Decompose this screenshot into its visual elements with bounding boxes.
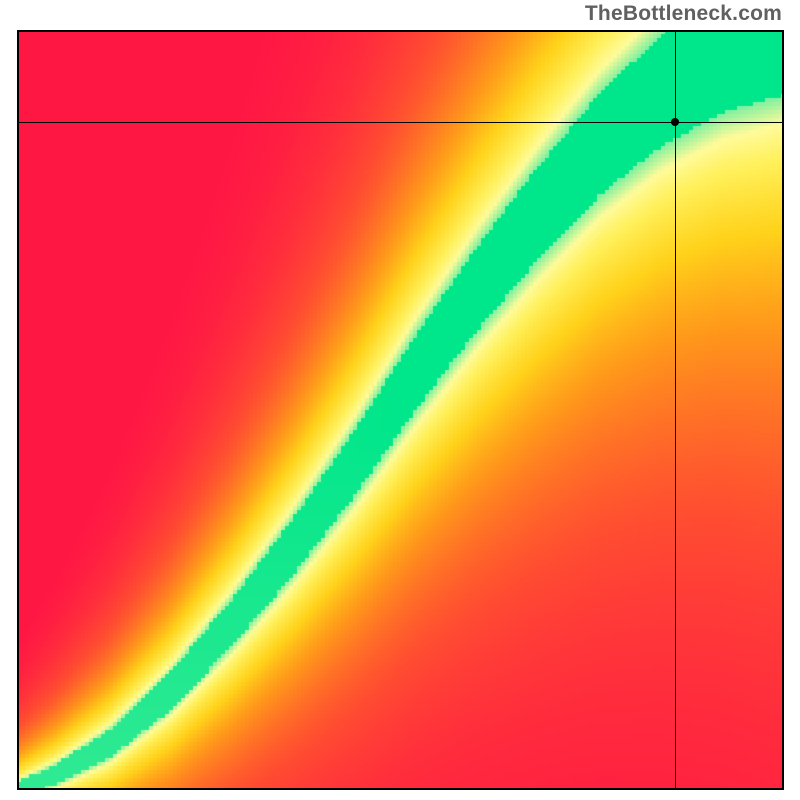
attribution-text: TheBottleneck.com [585,2,782,26]
bottleneck-heatmap [17,30,784,790]
heatmap-canvas [17,30,784,790]
